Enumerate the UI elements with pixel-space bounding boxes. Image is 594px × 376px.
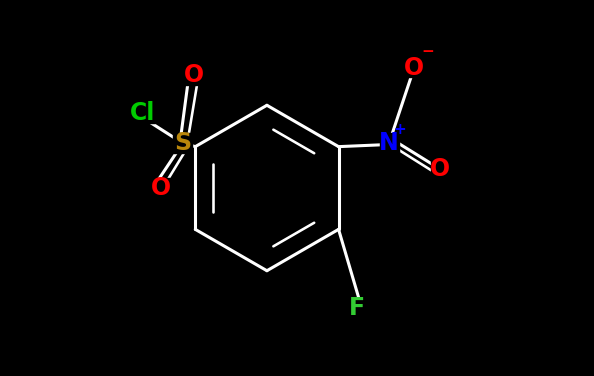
Bar — [380, 133, 399, 153]
Bar — [173, 133, 192, 153]
Bar — [431, 159, 449, 179]
Text: O: O — [150, 176, 170, 200]
Bar — [151, 178, 169, 198]
Bar — [131, 102, 155, 123]
Text: +: + — [393, 122, 406, 137]
Text: O: O — [403, 56, 424, 80]
Text: Cl: Cl — [130, 101, 156, 125]
Bar — [349, 299, 365, 318]
Bar — [405, 58, 422, 77]
Text: F: F — [349, 296, 365, 320]
Bar — [185, 65, 203, 85]
Text: O: O — [184, 63, 204, 87]
Text: N: N — [379, 131, 399, 155]
Text: S: S — [174, 131, 191, 155]
Text: O: O — [430, 157, 450, 181]
Text: −: − — [422, 44, 434, 59]
